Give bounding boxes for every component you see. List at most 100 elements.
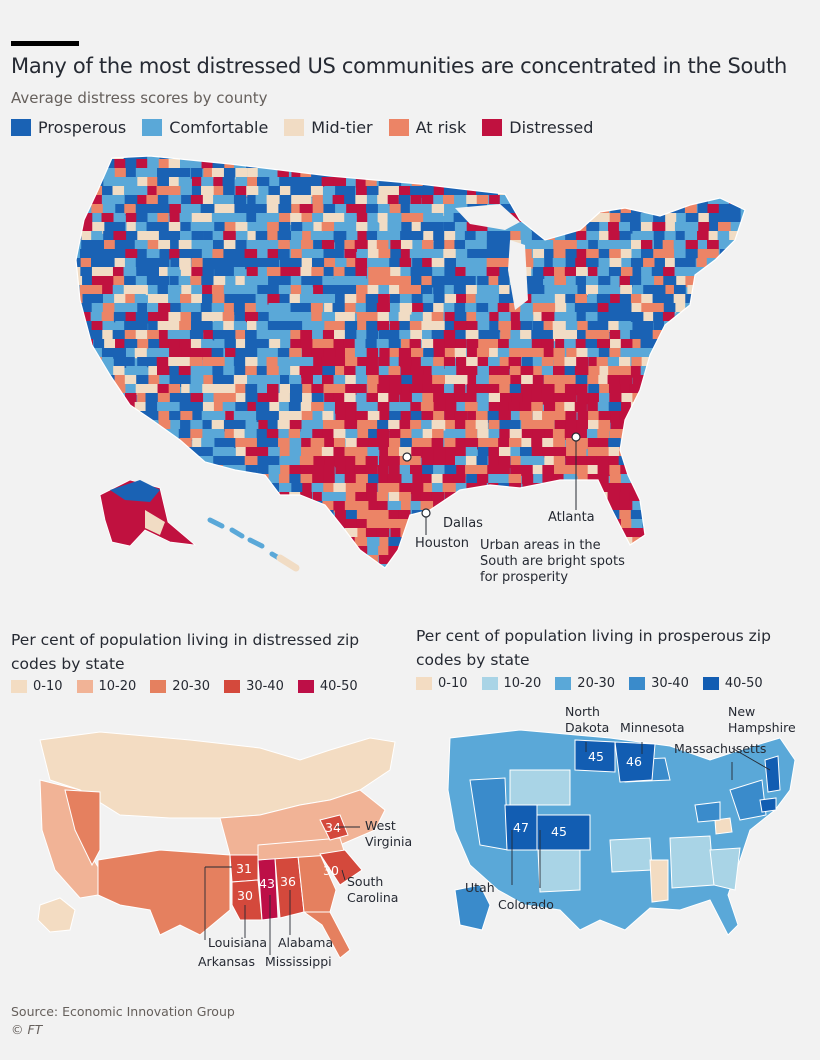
county-cell xyxy=(344,186,356,196)
county-cell xyxy=(321,375,334,387)
county-cell xyxy=(302,483,316,493)
county-cell xyxy=(453,474,466,485)
county-cell xyxy=(102,159,115,169)
county-cell xyxy=(213,402,228,414)
county-cell xyxy=(609,249,623,261)
county-cell xyxy=(510,528,525,538)
county-cell xyxy=(79,285,92,297)
county-cell xyxy=(444,204,458,215)
county-cell xyxy=(531,501,546,511)
county-cell xyxy=(709,177,723,189)
county-cell xyxy=(456,168,468,178)
county-cell xyxy=(113,348,127,359)
county-cell xyxy=(301,186,315,198)
county-cell xyxy=(630,294,644,304)
county-cell xyxy=(687,429,702,439)
state-value-colorado: 45 xyxy=(551,824,567,839)
county-cell xyxy=(302,222,316,233)
county-cell xyxy=(543,240,559,252)
county-cell xyxy=(159,546,174,558)
county-cell xyxy=(586,156,602,162)
county-cell xyxy=(388,546,403,558)
county-cell xyxy=(433,393,447,403)
county-cell xyxy=(257,393,273,403)
county-cell xyxy=(179,339,192,351)
county-cell xyxy=(322,546,338,558)
county-cell xyxy=(190,222,206,234)
county-cell xyxy=(366,348,379,358)
county-cell xyxy=(376,492,389,502)
county-cell xyxy=(652,519,665,531)
county-cell xyxy=(235,330,251,341)
county-cell xyxy=(488,303,501,315)
county-cell xyxy=(181,348,196,360)
county-cell xyxy=(752,267,764,277)
county-cell xyxy=(741,402,745,412)
county-cell xyxy=(388,339,401,351)
county-cell xyxy=(378,483,391,493)
county-cell xyxy=(532,159,548,169)
county-cell xyxy=(156,555,169,566)
county-cell xyxy=(684,384,700,396)
alabama-label: Alabama xyxy=(278,935,334,950)
county-cell xyxy=(563,312,578,322)
county-cell xyxy=(731,321,743,333)
county-cell xyxy=(310,438,325,450)
county-cell xyxy=(740,276,745,287)
county-cell xyxy=(520,330,535,341)
county-cell xyxy=(729,564,742,568)
county-cell xyxy=(247,402,262,412)
county-cell xyxy=(124,321,138,331)
county-cell xyxy=(706,240,719,250)
chart-title: Many of the most distressed US communiti… xyxy=(11,54,787,78)
county-cell xyxy=(113,411,128,422)
county-cell xyxy=(167,267,180,278)
county-cell xyxy=(466,474,481,485)
county-cell xyxy=(389,384,403,395)
county-cell xyxy=(235,456,251,466)
county-cell xyxy=(92,528,104,539)
county-cell xyxy=(268,447,282,457)
county-cell xyxy=(663,456,677,466)
county-cell xyxy=(509,213,523,223)
county-cell xyxy=(368,276,382,286)
county-cell xyxy=(620,420,632,430)
county-cell xyxy=(642,429,656,440)
county-cell xyxy=(223,501,236,512)
county-cell xyxy=(399,465,414,476)
county-cell xyxy=(257,267,271,278)
county-cell xyxy=(156,186,171,197)
county-cell xyxy=(423,168,435,178)
county-cell xyxy=(609,258,623,270)
county-cell xyxy=(76,375,84,387)
county-cell xyxy=(709,312,721,322)
county-cell xyxy=(245,384,258,394)
county-cell xyxy=(652,294,665,305)
county-cell xyxy=(288,156,301,161)
county-cell xyxy=(159,447,172,459)
county-cell xyxy=(289,321,303,331)
county-cell xyxy=(92,420,106,430)
county-cell xyxy=(379,222,394,233)
county-cell xyxy=(663,528,678,540)
county-cell xyxy=(213,177,225,189)
county-cell xyxy=(200,348,214,359)
county-cell xyxy=(410,411,424,422)
county-cell xyxy=(102,447,116,459)
county-cell xyxy=(576,429,590,440)
county-cell xyxy=(310,231,323,242)
county-cell xyxy=(257,564,270,568)
county-cell xyxy=(709,528,723,539)
county-cell xyxy=(76,339,85,351)
county-cell xyxy=(421,276,435,286)
county-cell xyxy=(333,339,347,350)
county-cell xyxy=(145,420,158,431)
county-cell xyxy=(564,168,579,178)
county-cell xyxy=(697,249,712,260)
county-cell xyxy=(201,483,216,494)
county-cell xyxy=(608,321,621,333)
county-cell xyxy=(324,438,338,450)
county-cell xyxy=(114,258,127,268)
county-cell xyxy=(113,312,128,323)
county-cell xyxy=(234,573,246,580)
